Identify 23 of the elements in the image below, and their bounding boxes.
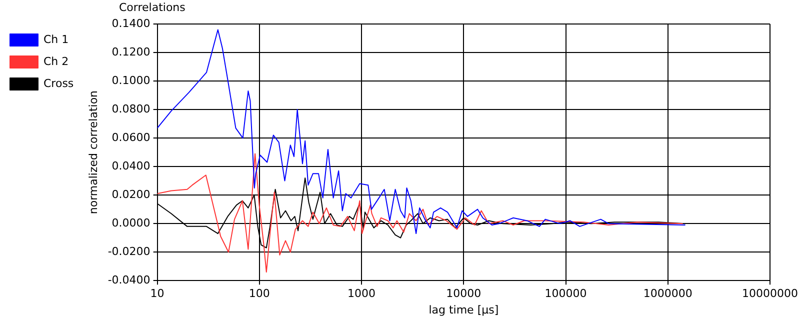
y-tick-label: 0.0600	[112, 130, 150, 144]
chart-title: Correlations	[119, 1, 186, 14]
x-tick-label: 1000000	[643, 287, 692, 300]
x-tick-label: 10	[150, 287, 164, 300]
y-tick-label: 0.1200	[112, 45, 150, 58]
y-tick-label: 0.0400	[112, 159, 150, 172]
y-tick-label: -0.0400	[108, 273, 150, 286]
y-tick-label: 0.0000	[112, 216, 150, 230]
y-tick-label: 0.1400	[112, 16, 150, 30]
legend-label: Ch 2	[44, 54, 69, 68]
y-axis-title: normalized correlation	[87, 90, 100, 214]
x-tick-label: 10000000	[742, 287, 798, 300]
x-tick-label: 1000	[348, 287, 376, 300]
legend-label: Ch 1	[44, 32, 69, 46]
y-tick-label: 0.0800	[112, 102, 150, 116]
x-axis-title: lag time [µs]	[428, 303, 499, 316]
legend-label: Cross	[44, 76, 74, 90]
y-tick-label: -0.0200	[108, 244, 150, 258]
x-tick-label: 100000	[544, 287, 587, 300]
y-tick-label: 0.0200	[112, 188, 150, 201]
y-tick-label: 0.1000	[112, 74, 150, 87]
x-tick-label: 10000	[446, 287, 482, 300]
x-tick-label: 100	[248, 287, 270, 300]
